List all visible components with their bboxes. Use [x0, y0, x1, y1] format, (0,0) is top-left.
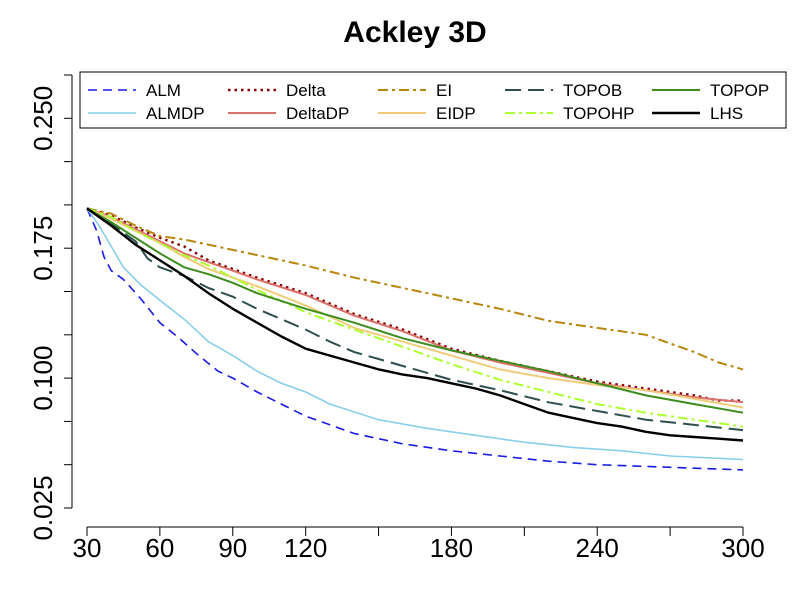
x-tick-label: 180: [430, 533, 473, 563]
legend-label-delta: Delta: [286, 81, 326, 100]
legend-label-topohp: TOPOHP: [563, 104, 634, 123]
legend: ALM ALMDP Delta DeltaDP EI EIDP TOPOB TOPOHP TOP…: [79, 71, 787, 129]
series-layer: [86, 207, 744, 471]
legend-label-ei: EI: [436, 81, 452, 100]
series-line-alm: [86, 208, 744, 471]
legend-label-almdp: ALMDP: [146, 104, 205, 123]
legend-label-topob: TOPOB: [563, 81, 622, 100]
series-line-lhs: [86, 207, 744, 442]
legend-box: [79, 71, 787, 129]
legend-label-lhs: LHS: [710, 104, 743, 123]
legend-label-topop: TOPOP: [710, 81, 769, 100]
legend-label-eidp: EIDP: [436, 104, 476, 123]
series-line-topop: [86, 207, 744, 414]
y-tick-label: 0.025: [28, 475, 58, 540]
y-tick-label: 0.175: [28, 216, 58, 281]
series-line-almdp: [86, 207, 744, 461]
x-tick-label: 120: [284, 533, 327, 563]
series-line-deltadp: [86, 207, 744, 404]
x-tick-label: 30: [73, 533, 102, 563]
x-tick-label: 60: [145, 533, 174, 563]
series-line-topohp: [86, 207, 744, 428]
x-tick-label: 90: [218, 533, 247, 563]
series-line-ei: [86, 207, 744, 371]
y-tick-label: 0.250: [28, 86, 58, 151]
x-tick-label: 300: [721, 533, 764, 563]
y-tick-label: 0.100: [28, 346, 58, 411]
x-axis: 30 60 90 120 180 240 300: [73, 526, 765, 563]
legend-label-alm: ALM: [146, 81, 181, 100]
chart-title: Ackley 3D: [343, 16, 486, 49]
x-tick-label: 240: [576, 533, 619, 563]
series-line-topob: [86, 207, 744, 432]
series-line-delta: [86, 207, 743, 402]
legend-label-deltadp: DeltaDP: [286, 104, 349, 123]
y-axis: 0.025 0.100 0.175 0.250: [28, 74, 73, 541]
series-line-eidp: [86, 207, 744, 409]
